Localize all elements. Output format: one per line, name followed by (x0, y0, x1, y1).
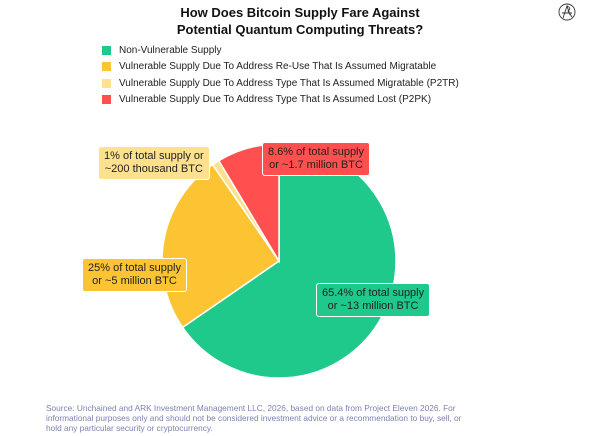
legend-item: Vulnerable Supply Due To Address Re-Use … (102, 59, 459, 76)
data-label: 25% of total supply or ~5 million BTC (82, 258, 187, 292)
title-line-1: How Does Bitcoin Supply Fare Against (180, 5, 420, 20)
source-note: Source: Unchained and ARK Investment Man… (46, 403, 462, 433)
data-label: 1% of total supply or ~200 thousand BTC (98, 146, 210, 180)
legend-label: Vulnerable Supply Due To Address Re-Use … (119, 61, 437, 73)
data-label-line: 65.4% of total supply (322, 287, 425, 299)
legend: Non-Vulnerable Supply Vulnerable Supply D… (102, 42, 459, 108)
legend-label: Vulnerable Supply Due To Address Type Th… (119, 94, 432, 106)
data-label-line: ~200 thousand BTC (104, 163, 203, 175)
legend-item: Non-Vulnerable Supply (102, 42, 459, 59)
data-label-line: 8.6% of total supply (268, 146, 365, 158)
legend-swatch (102, 78, 111, 88)
data-label-line: 1% of total supply or (104, 150, 204, 162)
legend-swatch (102, 95, 111, 105)
title-line-2: Potential Quantum Computing Threats? (176, 22, 424, 37)
legend-label: Vulnerable Supply Due To Address Type Th… (119, 77, 459, 89)
data-label-line: or ~1.7 million BTC (269, 159, 363, 171)
chart-title: How Does Bitcoin Supply Fare Against Pot… (0, 4, 600, 38)
ark-logo-icon (558, 3, 576, 21)
data-label-line: 25% of total supply (88, 262, 181, 274)
data-label-line: or ~5 million BTC (92, 275, 177, 287)
legend-item: Vulnerable Supply Due To Address Type Th… (102, 92, 459, 109)
legend-swatch (102, 45, 111, 55)
legend-swatch (102, 62, 111, 72)
legend-item: Vulnerable Supply Due To Address Type Th… (102, 75, 459, 92)
data-label-line: or ~13 million BTC (327, 300, 419, 312)
legend-label: Non-Vulnerable Supply (119, 44, 222, 56)
data-label: 65.4% of total supply or ~13 million BTC (316, 283, 431, 317)
data-label: 8.6% of total supply or ~1.7 million BTC (262, 142, 371, 176)
